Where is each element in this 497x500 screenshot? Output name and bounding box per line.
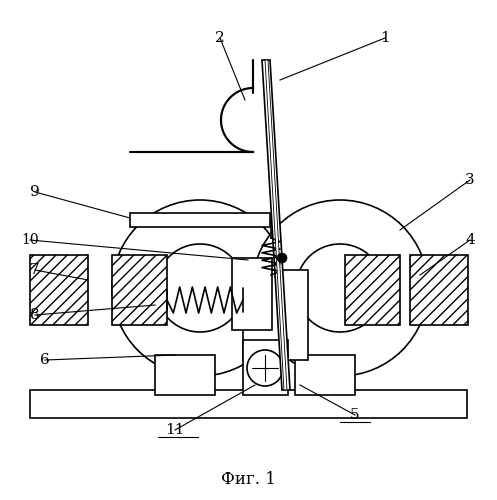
Polygon shape xyxy=(265,60,287,390)
Text: 5: 5 xyxy=(350,408,360,422)
Text: 8: 8 xyxy=(30,308,40,322)
Text: 7: 7 xyxy=(30,263,40,277)
Bar xyxy=(30,390,467,418)
Bar xyxy=(345,255,400,325)
Circle shape xyxy=(296,244,384,332)
Text: 3: 3 xyxy=(465,173,475,187)
Text: 9: 9 xyxy=(30,185,40,199)
Bar xyxy=(130,213,270,227)
Circle shape xyxy=(252,200,428,376)
Circle shape xyxy=(112,200,288,376)
Bar xyxy=(112,255,167,325)
Bar xyxy=(243,340,288,395)
Text: 6: 6 xyxy=(40,353,50,367)
Circle shape xyxy=(156,244,244,332)
Text: 4: 4 xyxy=(465,233,475,247)
Circle shape xyxy=(247,350,283,386)
Bar xyxy=(410,255,468,325)
Bar xyxy=(232,258,272,330)
Text: Фиг. 1: Фиг. 1 xyxy=(221,472,276,488)
Bar xyxy=(155,355,215,395)
Text: 1: 1 xyxy=(380,31,390,45)
Circle shape xyxy=(277,253,287,263)
Polygon shape xyxy=(262,60,290,390)
Bar xyxy=(295,355,355,395)
Text: 10: 10 xyxy=(21,233,39,247)
Text: 2: 2 xyxy=(215,31,225,45)
Text: 11: 11 xyxy=(165,423,185,437)
Bar xyxy=(30,255,88,325)
Bar xyxy=(243,270,308,360)
